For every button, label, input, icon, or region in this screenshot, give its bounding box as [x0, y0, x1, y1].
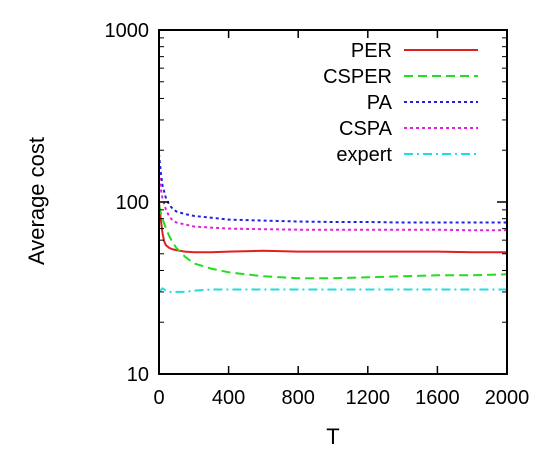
x-axis-label: T	[326, 424, 339, 449]
x-tick-label: 800	[282, 387, 315, 409]
x-ticks: 0 400 800 1200 1600 2000	[153, 30, 529, 409]
legend-label-pa: PA	[367, 92, 393, 114]
y-ticks: 10 100 1000	[105, 20, 507, 386]
x-tick-label: 2000	[485, 387, 530, 409]
series-line-expert	[158, 287, 507, 293]
x-tick-label: 1200	[346, 387, 391, 409]
x-tick-label: 0	[153, 387, 164, 409]
legend-label-per: PER	[351, 40, 392, 62]
series-line-pa	[158, 154, 507, 224]
y-tick-label: 1000	[105, 20, 150, 42]
y-axis-label: Average cost	[24, 137, 49, 265]
legend-label-csper: CSPER	[323, 66, 392, 88]
legend-label-cspa: CSPA	[339, 118, 393, 140]
series-line-cspa	[158, 171, 507, 232]
x-tick-label: 400	[212, 387, 245, 409]
x-tick-label: 1600	[415, 387, 460, 409]
y-tick-label: 10	[127, 364, 149, 386]
legend-label-expert: expert	[336, 144, 392, 166]
series-line-csper	[158, 205, 508, 280]
y-tick-label: 100	[116, 192, 149, 214]
series-line-per	[158, 201, 507, 254]
legend: PER CSPER PA CSPA expert	[323, 40, 478, 166]
series-lines	[158, 154, 508, 293]
